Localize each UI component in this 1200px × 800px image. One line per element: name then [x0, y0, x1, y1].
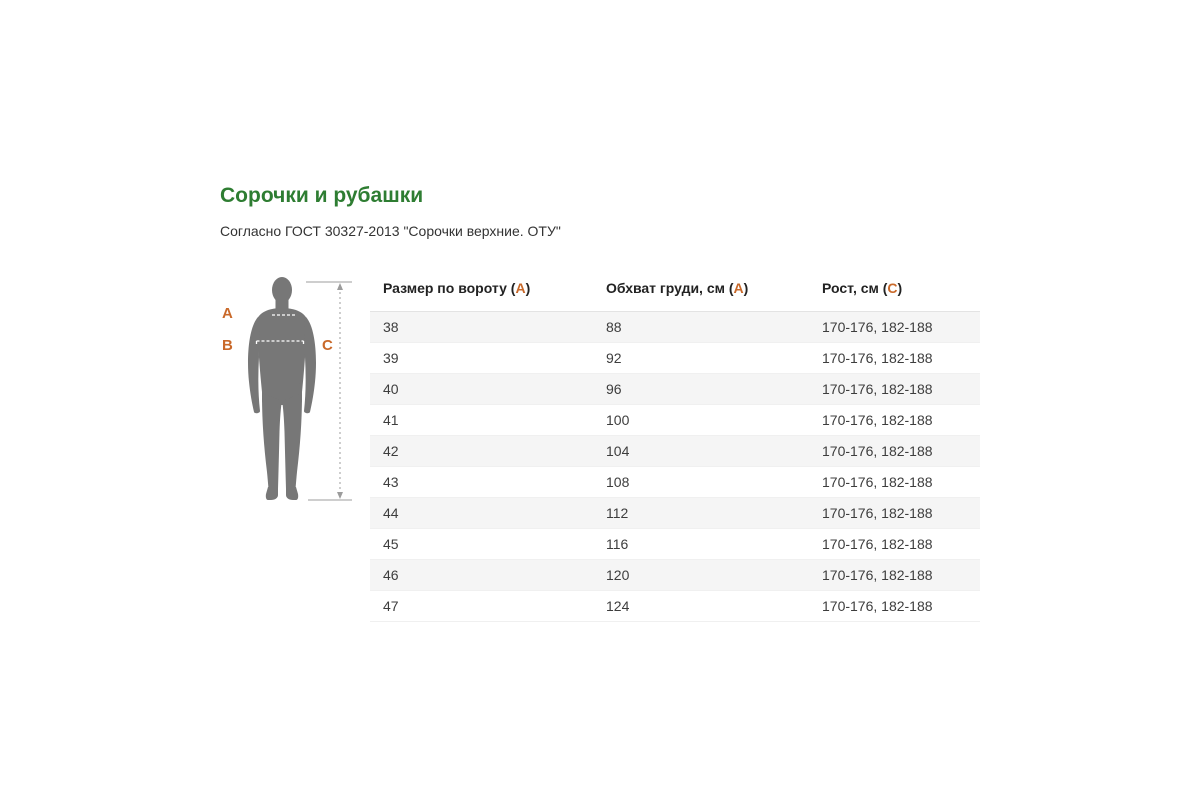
table-cell: 47 [370, 590, 593, 622]
size-table-body: 38 88 170-176, 182-188 39 92 170-176, 182-188… [370, 311, 980, 622]
table-cell: 104 [593, 435, 809, 467]
col-header-letter: C [887, 280, 898, 297]
table-cell: 170-176, 182-188 [809, 497, 980, 529]
table-cell: 39 [370, 342, 593, 374]
table-cell: 92 [593, 342, 809, 374]
table-cell: 170-176, 182-188 [809, 342, 980, 374]
col-header-chest: Обхват груди, см (A) [593, 270, 809, 312]
table-cell: 41 [370, 404, 593, 436]
table-cell: 100 [593, 404, 809, 436]
table-header-row: Размер по вороту (A) Обхват груди, см (A… [370, 270, 980, 312]
page-subtitle: Согласно ГОСТ 30327-2013 "Сорочки верхни… [220, 223, 561, 239]
table-cell: 170-176, 182-188 [809, 528, 980, 560]
table-row: 39 92 170-176, 182-188 [370, 342, 980, 374]
col-header-letter: A [733, 280, 744, 297]
table-cell: 124 [593, 590, 809, 622]
table-cell: 46 [370, 559, 593, 591]
size-table: Размер по вороту (A) Обхват груди, см (A… [370, 270, 980, 622]
measure-label-c: C [322, 337, 333, 354]
male-silhouette-icon: A B C [222, 277, 352, 501]
col-header-text: Обхват груди, см ( [606, 280, 734, 297]
table-cell: 170-176, 182-188 [809, 590, 980, 622]
table-row: 38 88 170-176, 182-188 [370, 311, 980, 343]
table-cell: 170-176, 182-188 [809, 311, 980, 343]
page-title: Сорочки и рубашки [220, 184, 424, 207]
table-row: 40 96 170-176, 182-188 [370, 373, 980, 405]
table-cell: 45 [370, 528, 593, 560]
col-header-text: ) [743, 280, 749, 297]
table-cell: 108 [593, 466, 809, 498]
col-header-text: Рост, см ( [822, 280, 888, 297]
col-header-text: ) [897, 280, 903, 297]
measure-label-b: B [222, 337, 233, 354]
table-row: 41 100 170-176, 182-188 [370, 404, 980, 436]
col-header-text: Размер по вороту ( [383, 280, 516, 297]
table-cell: 88 [593, 311, 809, 343]
measure-label-a: A [222, 305, 233, 322]
measurement-figure: A B C [215, 270, 360, 510]
table-cell: 120 [593, 559, 809, 591]
table-cell: 40 [370, 373, 593, 405]
table-cell: 170-176, 182-188 [809, 404, 980, 436]
table-cell: 170-176, 182-188 [809, 435, 980, 467]
col-header-collar-size: Размер по вороту (A) [370, 270, 593, 312]
table-row: 43 108 170-176, 182-188 [370, 466, 980, 498]
col-header-letter: A [515, 280, 526, 297]
body-shape [248, 277, 316, 500]
col-header-text: ) [525, 280, 531, 297]
table-cell: 96 [593, 373, 809, 405]
table-row: 47 124 170-176, 182-188 [370, 590, 980, 622]
table-row: 44 112 170-176, 182-188 [370, 497, 980, 529]
table-row: 45 116 170-176, 182-188 [370, 528, 980, 560]
col-header-height: Рост, см (C) [809, 270, 980, 312]
table-cell: 112 [593, 497, 809, 529]
table-cell: 42 [370, 435, 593, 467]
chest-measure-line [255, 340, 305, 344]
table-cell: 170-176, 182-188 [809, 373, 980, 405]
table-cell: 116 [593, 528, 809, 560]
table-row: 42 104 170-176, 182-188 [370, 435, 980, 467]
table-cell: 38 [370, 311, 593, 343]
table-row: 46 120 170-176, 182-188 [370, 559, 980, 591]
table-cell: 170-176, 182-188 [809, 559, 980, 591]
height-measure-line [306, 281, 352, 501]
table-cell: 44 [370, 497, 593, 529]
table-cell: 170-176, 182-188 [809, 466, 980, 498]
table-cell: 43 [370, 466, 593, 498]
